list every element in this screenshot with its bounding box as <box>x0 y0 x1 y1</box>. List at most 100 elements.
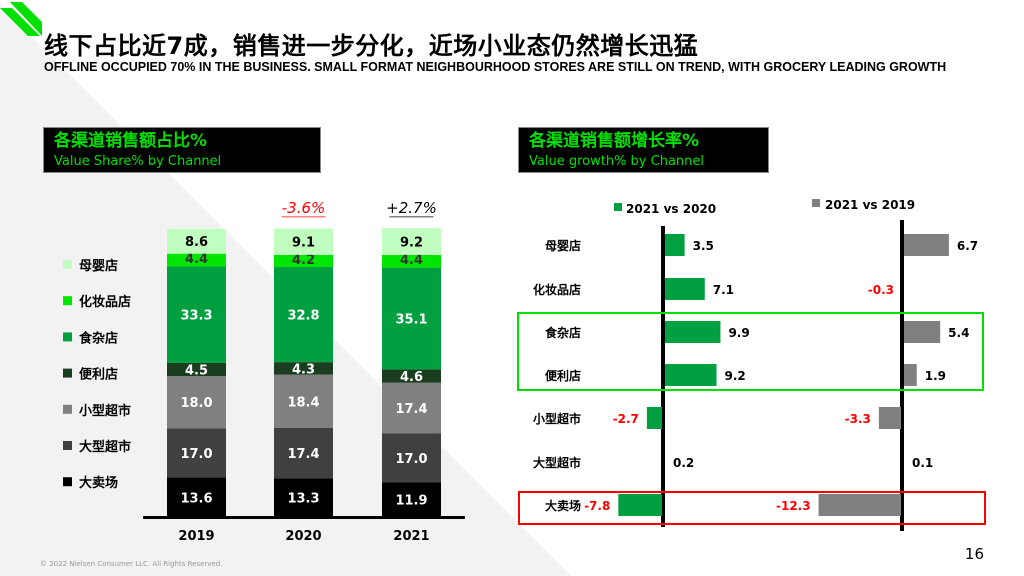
growth-chart-header: 各渠道销售额增长率% Value growth% by Channel <box>518 127 769 173</box>
page-subtitle: OFFLINE OCCUPIED 70% IN THE BUSINESS. SM… <box>44 60 947 74</box>
data-label: 0.2 <box>673 456 694 470</box>
data-label: 0.1 <box>912 456 933 470</box>
page-number: 16 <box>964 545 984 563</box>
data-label: 4.4 <box>185 252 208 267</box>
stacked-bar-segment <box>167 363 226 377</box>
stacked-bar-segment <box>274 374 333 428</box>
data-label: 4.3 <box>292 362 315 377</box>
category-label: 化妆品店 <box>533 282 581 297</box>
logo-stripe <box>0 8 40 36</box>
stacked-bar-segment <box>274 427 333 479</box>
logo-stripe <box>10 2 42 36</box>
axis-2021-vs-2020 <box>661 226 665 527</box>
data-label: 18.4 <box>287 395 319 410</box>
stacked-bar-segment <box>167 266 226 364</box>
data-label: -12.3 <box>776 499 811 513</box>
stacked-bar-segment <box>382 382 441 434</box>
data-label: 35.1 <box>395 312 427 327</box>
stacked-bar-segment <box>382 267 441 370</box>
stacked-bar-segment <box>382 433 441 483</box>
stacked-bar-segment <box>274 478 333 517</box>
legend-label: 母婴店 <box>79 258 118 274</box>
legend-swatch <box>63 296 72 306</box>
stacked-bar-segment <box>274 254 333 268</box>
page-title: 线下占比近7成，销售进一步分化，近场小业态仍然增长迅猛 <box>44 32 699 60</box>
x-tick-label: 2021 <box>393 529 429 544</box>
data-label: 18.0 <box>180 396 212 411</box>
stacked-bar-segment <box>167 477 226 517</box>
growth-annotation: +2.7% <box>386 199 437 217</box>
growth-bar <box>818 494 901 516</box>
stacked-bar-segment <box>382 482 441 517</box>
x-tick-label: 2019 <box>178 529 214 544</box>
stacked-bar-segment <box>382 254 441 268</box>
data-label: 7.1 <box>713 283 734 297</box>
category-label: 大卖场 <box>545 498 581 513</box>
legend-label: 2021 vs 2020 <box>626 202 716 216</box>
data-label: -0.3 <box>868 283 894 297</box>
growth-bar <box>646 407 662 429</box>
data-label: 17.4 <box>287 447 319 462</box>
legend-swatch <box>63 260 72 269</box>
data-label: -7.8 <box>584 499 610 513</box>
legend-swatch <box>63 404 72 414</box>
legend-label: 小型超市 <box>79 403 131 419</box>
data-label: 5.4 <box>948 326 969 340</box>
stacked-bar-segment <box>167 428 226 478</box>
stacked-bar-segment <box>274 267 333 363</box>
growth-bar <box>665 321 721 343</box>
data-label: 13.3 <box>287 492 319 507</box>
x-axis-line <box>143 516 465 519</box>
data-label: 4.5 <box>185 364 208 379</box>
share-chart-title-en: Value Share% by Channel <box>54 154 222 169</box>
legend-label: 便利店 <box>79 367 118 383</box>
data-label: 17.4 <box>395 402 427 417</box>
stacked-bar-segment <box>274 362 333 375</box>
x-tick-label: 2020 <box>285 529 321 544</box>
data-label: 13.6 <box>180 491 212 506</box>
growth-bar <box>665 234 685 256</box>
legend-swatch <box>63 368 72 378</box>
legend-label: 大型超市 <box>79 439 131 455</box>
stacked-bar-segment <box>274 228 333 255</box>
growth-chart-title-cn: 各渠道销售额增长率% <box>529 131 700 151</box>
annotation-underline <box>389 216 434 218</box>
category-label: 大型超市 <box>533 455 581 470</box>
growth-chart-title-en: Value growth% by Channel <box>529 154 704 169</box>
data-label: 32.8 <box>287 309 319 324</box>
legend-label: 大卖场 <box>79 475 118 491</box>
data-label: -2.7 <box>613 412 639 426</box>
data-label: 9.2 <box>725 369 746 383</box>
data-label: 11.9 <box>395 494 427 509</box>
data-label: 3.5 <box>693 239 714 253</box>
data-label: -3.3 <box>845 412 871 426</box>
category-label: 便利店 <box>545 368 581 383</box>
data-label: 4.2 <box>292 253 315 268</box>
growth-bar <box>904 234 949 256</box>
data-label: 1.9 <box>925 369 946 383</box>
stacked-bar-segment <box>167 376 226 429</box>
growth-bar <box>665 278 705 300</box>
stacked-bar-segment <box>382 369 441 383</box>
legend-swatch <box>63 332 72 342</box>
data-label: 9.1 <box>292 236 315 251</box>
growth-bar <box>878 407 901 429</box>
axis-2021-vs-2019 <box>900 220 904 531</box>
growth-bar <box>618 494 662 516</box>
data-label: 17.0 <box>180 447 212 462</box>
growth-bar <box>904 321 941 343</box>
annotation-underline <box>281 216 326 218</box>
data-label: 9.2 <box>400 236 423 251</box>
data-label: 17.0 <box>395 452 427 467</box>
copyright: © 2022 Nielsen Consumer LLC. All Rights … <box>40 560 223 568</box>
growth-bar <box>904 364 917 386</box>
data-label: 6.7 <box>957 239 978 253</box>
legend-label: 2021 vs 2019 <box>825 198 915 212</box>
category-label: 小型超市 <box>533 411 581 426</box>
data-label: 8.6 <box>185 235 208 250</box>
category-label: 母婴店 <box>545 238 581 253</box>
growth-annotation: -3.6% <box>282 199 326 217</box>
stacked-bar-segment <box>382 228 441 255</box>
legend-swatch <box>614 203 622 211</box>
